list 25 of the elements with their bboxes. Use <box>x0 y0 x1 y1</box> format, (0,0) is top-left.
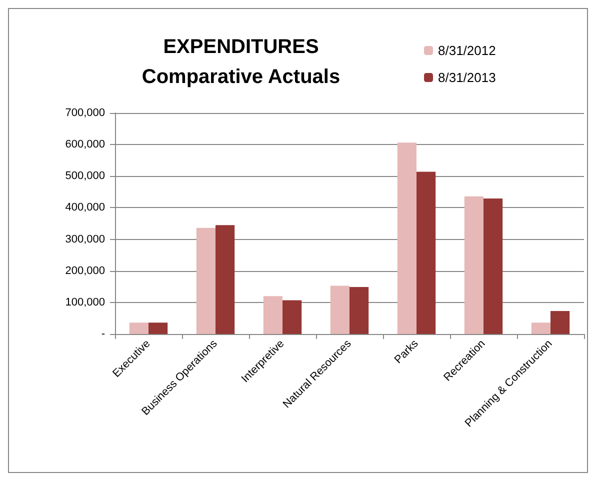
y-tick-label: 600,000 <box>65 138 105 151</box>
y-tick-label: 500,000 <box>65 170 105 182</box>
y-tick-label: 700,000 <box>65 107 105 119</box>
y-tick-label: 200,000 <box>65 264 105 277</box>
bar <box>282 300 302 334</box>
y-tick-label: 300,000 <box>65 233 105 246</box>
bar <box>216 225 235 334</box>
bar <box>196 228 216 334</box>
y-tick-label: 100,000 <box>65 296 105 308</box>
bar <box>484 198 503 334</box>
y-tick-label: - <box>101 328 106 340</box>
bar <box>531 322 550 334</box>
legend-label: 8/31/2013 <box>438 70 496 85</box>
bar <box>416 172 436 334</box>
bar <box>330 286 350 334</box>
y-tick-label: 400,000 <box>65 202 105 214</box>
bar <box>350 286 369 334</box>
bar <box>397 142 416 334</box>
bar <box>129 322 148 334</box>
bar <box>464 196 484 334</box>
bar <box>148 322 168 334</box>
bar <box>263 296 282 334</box>
chart-title: EXPENDITURES Comparative Actuals <box>142 36 340 88</box>
legend-label: 8/31/2012 <box>438 43 496 58</box>
bar <box>550 310 570 334</box>
